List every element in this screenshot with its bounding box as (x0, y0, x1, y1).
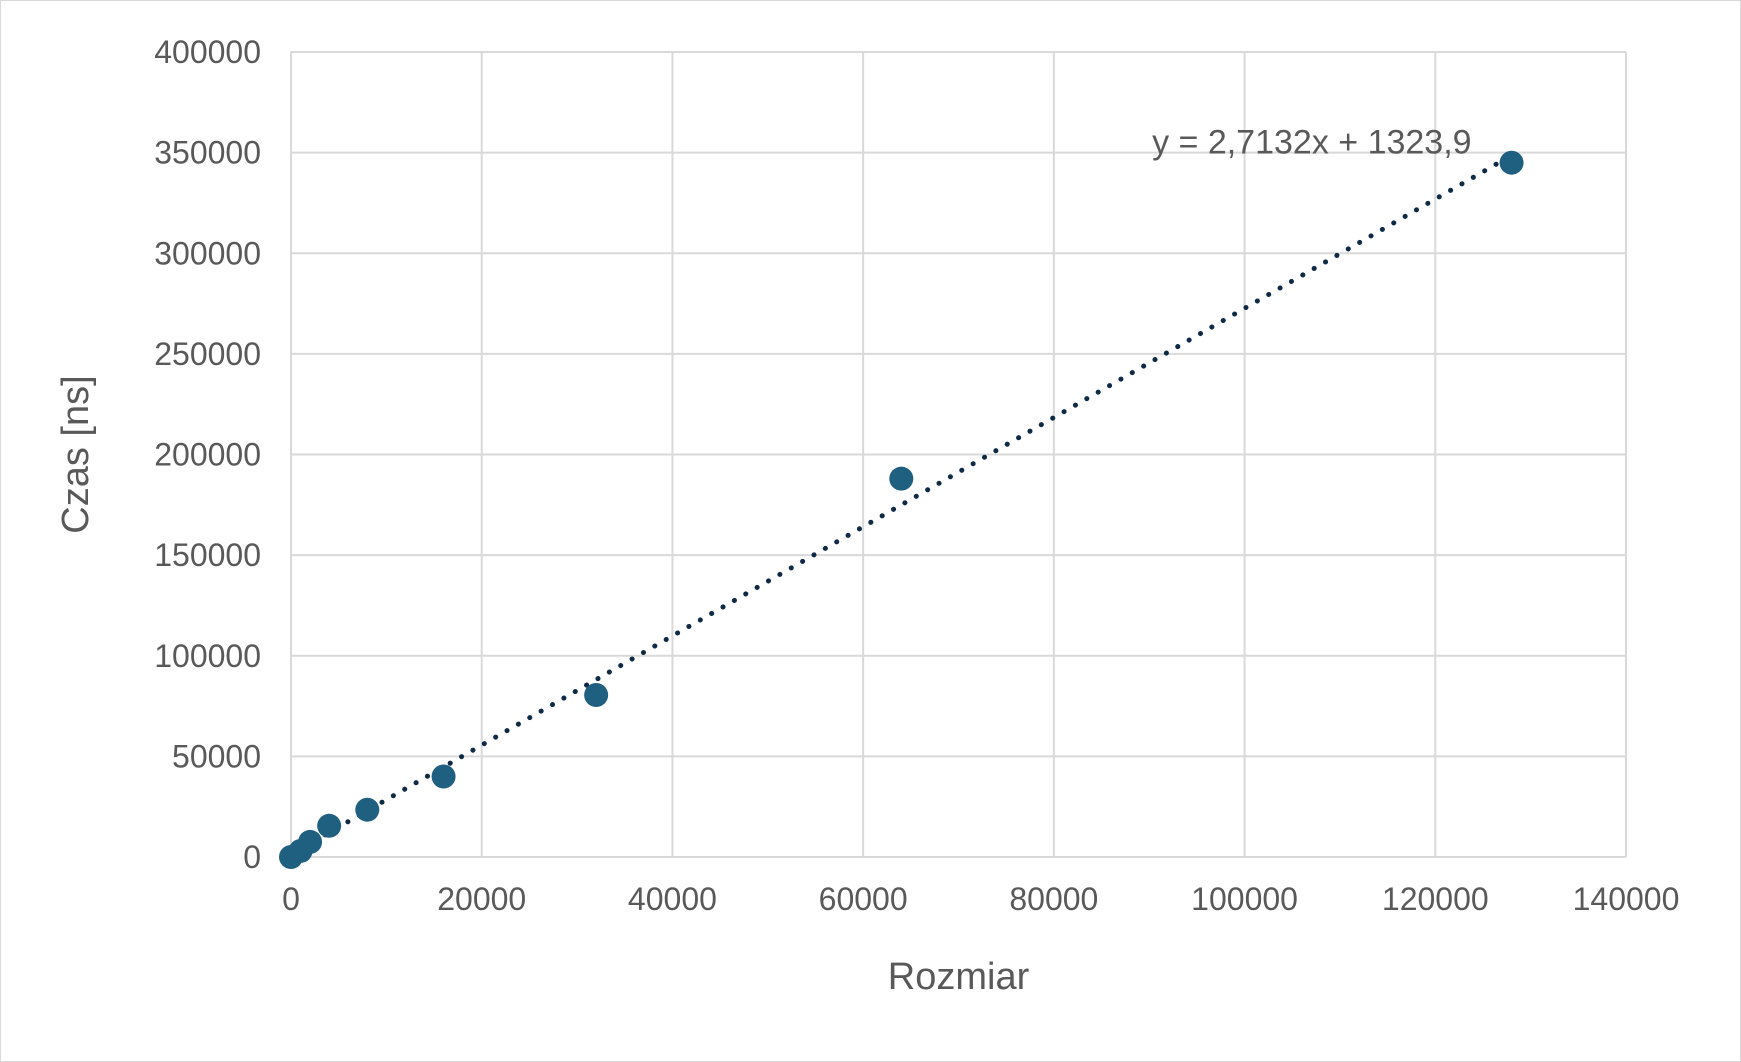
x-tick-label: 120000 (1382, 881, 1489, 917)
x-tick-label: 140000 (1573, 881, 1680, 917)
trendline-equation: y = 2,7132x + 1323,9 (1152, 123, 1471, 161)
y-axis-title: Czas [ns] (55, 375, 97, 533)
trendline (288, 152, 1515, 857)
y-tick-label: 50000 (172, 738, 261, 774)
y-tick-label: 350000 (154, 135, 261, 171)
x-tick-label: 20000 (437, 881, 526, 917)
data-point (298, 829, 323, 854)
x-axis-ticks: 0 20000 40000 60000 80000 100000 120000 140000 (282, 881, 1679, 917)
data-point (355, 797, 380, 822)
y-tick-label: 200000 (154, 437, 261, 473)
y-tick-label: 400000 (154, 34, 261, 70)
x-tick-label: 40000 (628, 881, 717, 917)
y-tick-label: 0 (243, 839, 261, 875)
y-axis-ticks: 0 50000 100000 150000 200000 250000 300000 3500… (154, 34, 261, 875)
data-point (584, 682, 609, 707)
data-point (1499, 150, 1524, 175)
grid (290, 51, 1627, 858)
x-tick-label: 0 (282, 881, 300, 917)
trendline-group (288, 152, 1515, 857)
data-point (317, 813, 342, 838)
x-tick-label: 100000 (1191, 881, 1298, 917)
data-points (279, 150, 1524, 869)
x-tick-label: 60000 (819, 881, 908, 917)
y-tick-label: 250000 (154, 336, 261, 372)
data-point (431, 764, 456, 789)
x-axis-title: Rozmiar (888, 956, 1030, 998)
y-tick-label: 100000 (154, 638, 261, 674)
data-point (889, 466, 914, 491)
y-tick-label: 150000 (154, 537, 261, 573)
x-tick-label: 80000 (1009, 881, 1098, 917)
y-tick-label: 300000 (154, 235, 261, 271)
